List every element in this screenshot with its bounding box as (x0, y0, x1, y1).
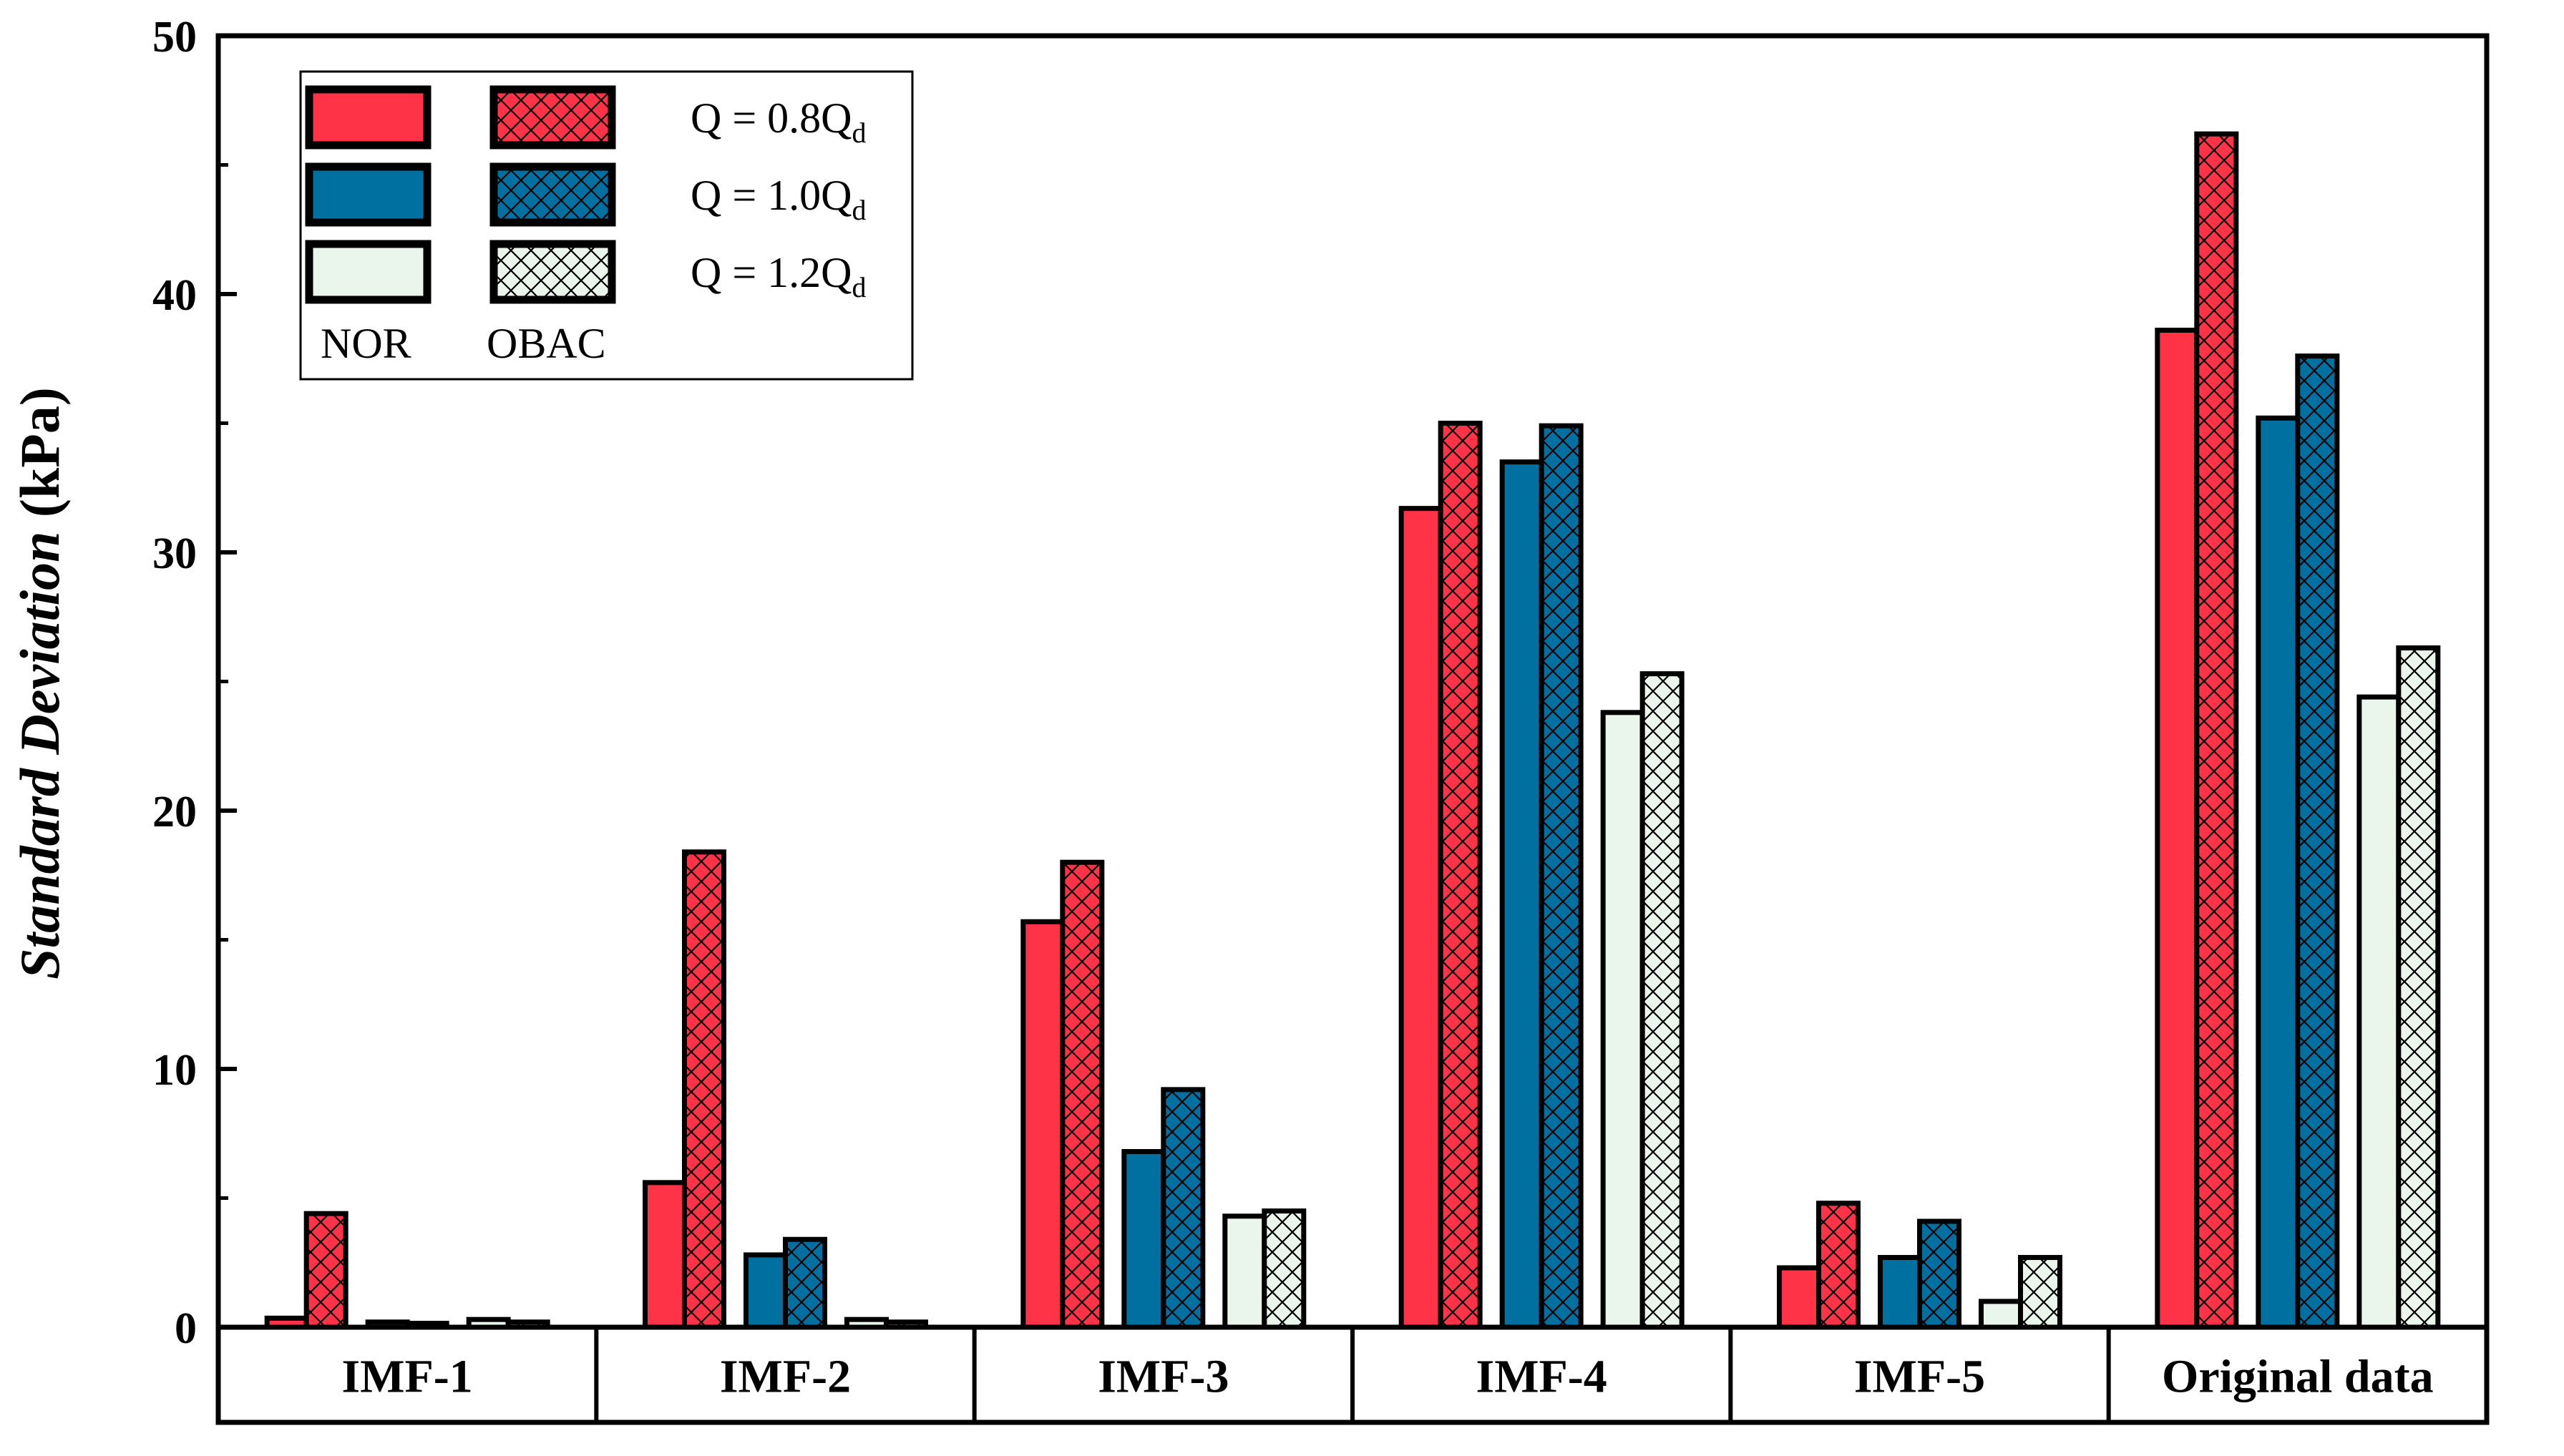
category-label: IMF-2 (720, 1351, 851, 1403)
legend-swatch-nor-12 (305, 240, 432, 304)
bar-original-data-nor-12 (2356, 694, 2402, 1330)
legend-label: Q = 1.0Qd (691, 172, 867, 226)
bar-imf-3-nor-08 (1020, 919, 1066, 1330)
category-label: Original data (2162, 1351, 2434, 1403)
bar-imf-3-obac-08 (1060, 859, 1105, 1330)
bar-imf-3-obac-12 (1262, 1208, 1307, 1330)
bar-imf-2-obac-10 (783, 1236, 827, 1330)
legend-swatch-obac-12 (489, 240, 616, 304)
bar-imf-5-obac-12 (2018, 1255, 2062, 1330)
category-label: IMF-1 (342, 1351, 473, 1403)
category-label: IMF-3 (1098, 1351, 1229, 1403)
category-label: IMF-4 (1476, 1351, 1607, 1403)
legend-col-label-nor: NOR (321, 320, 411, 367)
y-tick-label: 50 (152, 13, 197, 62)
y-tick-label: 0 (175, 1304, 197, 1353)
bar-imf-1-obac-08 (303, 1211, 348, 1330)
bar-imf-5-nor-12 (1979, 1299, 2023, 1330)
bar-imf-4-nor-10 (1499, 459, 1544, 1330)
y-axis-label: Standard Deviation (kPa) (9, 387, 71, 979)
bar-imf-5-obac-10 (1917, 1218, 1961, 1330)
y-axis-label-main: Standard Deviation (9, 532, 71, 979)
bar-imf-5-nor-10 (1878, 1255, 1922, 1330)
y-tick-label: 20 (152, 788, 197, 836)
bar-imf-4-obac-12 (1639, 671, 1685, 1330)
legend-label: Q = 0.8Qd (691, 94, 867, 149)
bar-imf-2-obac-08 (682, 849, 726, 1330)
bar-imf-4-obac-10 (1539, 423, 1584, 1330)
legend-swatch-obac-08 (489, 85, 616, 150)
bar-imf-3-nor-12 (1222, 1213, 1267, 1330)
bar-imf-3-obac-10 (1161, 1087, 1206, 1330)
bar-imf-4-obac-08 (1438, 421, 1483, 1330)
legend-swatch-obac-10 (489, 162, 616, 227)
bar-imf-2-nor-08 (643, 1180, 687, 1330)
y-axis-label-unit: (kPa) (9, 387, 71, 517)
legend-col-label-obac: OBAC (487, 320, 606, 367)
legend-swatch-nor-08 (305, 85, 432, 150)
bar-original-data-obac-08 (2194, 131, 2239, 1330)
bar-imf-4-nor-08 (1398, 506, 1443, 1330)
bar-imf-3-nor-10 (1121, 1149, 1166, 1330)
bar-original-data-nor-08 (2155, 328, 2200, 1330)
bar-imf-5-nor-08 (1777, 1265, 1821, 1330)
bar-imf-5-obac-08 (1816, 1201, 1861, 1330)
y-tick-label: 40 (152, 271, 197, 320)
category-label: IMF-5 (1854, 1351, 1985, 1403)
bar-imf-2-nor-10 (744, 1252, 788, 1330)
bar-original-data-obac-10 (2295, 353, 2340, 1330)
bar-original-data-nor-10 (2256, 415, 2301, 1330)
y-tick-label: 30 (152, 529, 197, 578)
bar-imf-4-nor-12 (1600, 710, 1645, 1330)
bar-original-data-obac-12 (2396, 645, 2441, 1330)
legend-label: Q = 1.2Qd (691, 249, 867, 303)
y-tick-label: 10 (152, 1046, 197, 1095)
legend-swatch-nor-10 (305, 162, 432, 227)
